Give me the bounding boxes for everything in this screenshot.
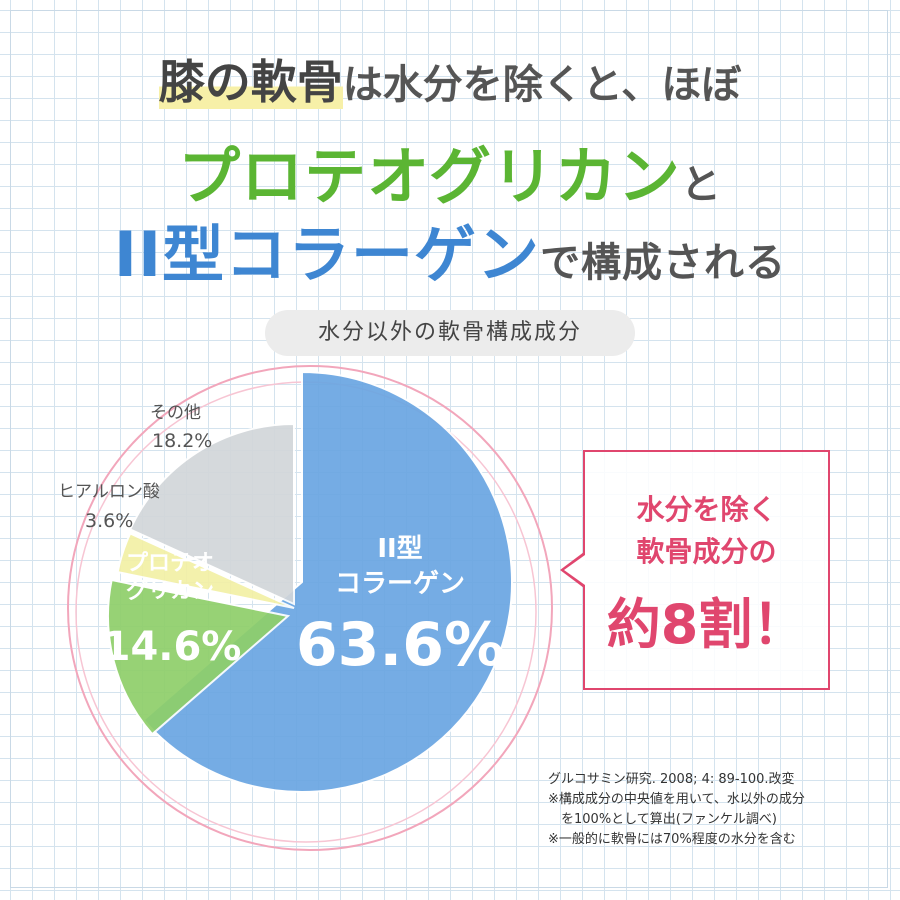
headline-connector: と xyxy=(680,162,722,208)
slice-value-label: 18.2% xyxy=(152,430,212,452)
pie-slice xyxy=(142,370,513,793)
headline-highlight: 膝の軟骨 xyxy=(158,55,343,109)
callout-line-1: 水分を除く xyxy=(636,493,777,526)
pie-labels: II型コラーゲン 63.6% プロテオグリカン 14.6% ヒアルロン酸 3.6% その他 1… xyxy=(58,403,504,680)
slice-label: II型 xyxy=(377,534,422,564)
headline-text: は水分を除くと、ほぼ xyxy=(342,62,742,108)
slice-label: コラーゲン xyxy=(335,569,465,599)
pie-slice xyxy=(128,422,295,606)
decorative-ring xyxy=(67,365,553,851)
callout-line-2: 軟骨成分の xyxy=(636,535,777,568)
slice-label: グリカン xyxy=(126,578,214,604)
collagen-heading: II型コラーゲン xyxy=(113,218,541,291)
note-line: ※構成成分の中央値を用いて、水以外の成分 xyxy=(548,792,805,807)
callout-box xyxy=(583,450,830,690)
slice-value-label: 63.6% xyxy=(296,610,504,680)
headline-line-1: 膝の軟骨は水分を除くと、ほぼ xyxy=(0,46,900,112)
slice-label: その他 xyxy=(150,403,201,423)
headline-line-2: プロテオグリカンと xyxy=(0,126,900,216)
headline-ending: で構成される xyxy=(540,240,787,286)
headline-line-3: II型コラーゲンで構成される xyxy=(0,204,900,294)
pie-slice xyxy=(107,578,291,736)
pie-slices xyxy=(67,365,553,851)
source-note: グルコサミン研究. 2008; 4: 89-100.改変 xyxy=(548,772,795,787)
slice-value-label: 14.6% xyxy=(103,624,242,670)
callout-pointer-inner xyxy=(564,555,585,585)
proteoglycan-heading: プロテオグリカン xyxy=(178,140,681,213)
slice-value-label: 3.6% xyxy=(85,510,133,532)
pie-slice xyxy=(116,532,295,609)
callout-highlight: 約8割！ xyxy=(606,593,807,656)
slice-label: プロテオ xyxy=(126,551,214,576)
page-frame xyxy=(10,10,888,888)
chart-title: 水分以外の軟骨構成成分 xyxy=(265,310,635,356)
slice-label: ヒアルロン酸 xyxy=(58,482,160,502)
note-line: を100%として算出(ファンケル調べ) xyxy=(548,812,777,827)
note-line: ※一般的に軟骨には70%程度の水分を含む xyxy=(548,832,796,847)
